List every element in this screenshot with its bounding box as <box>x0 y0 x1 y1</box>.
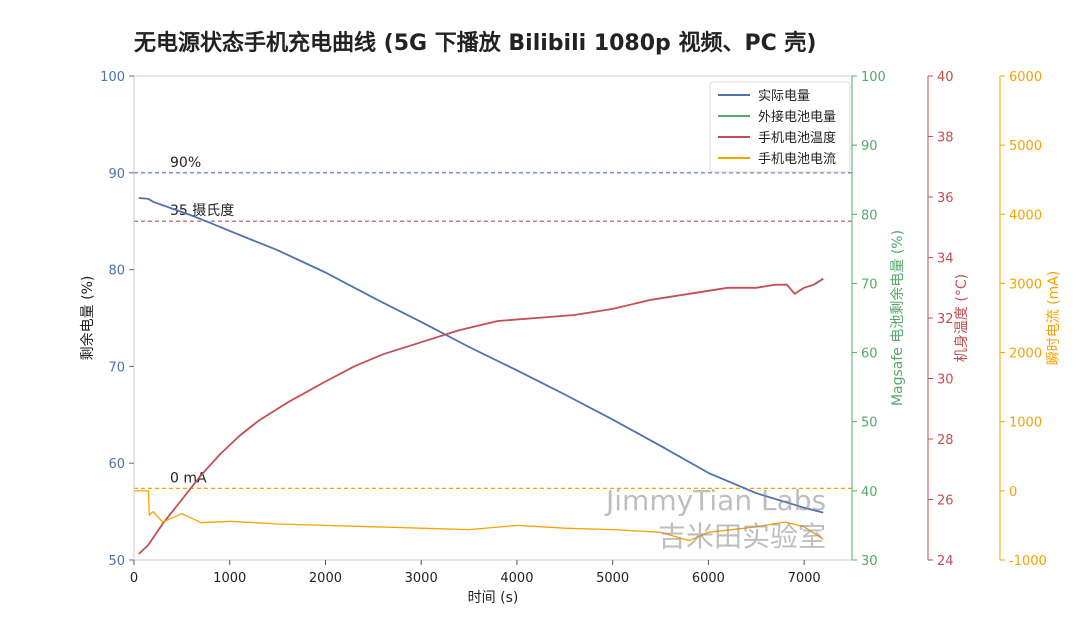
series-line-0 <box>138 197 824 514</box>
watermark: JimmyTian Labs 吉米田实验室 <box>604 484 826 553</box>
reference-label-1: 35 摄氏度 <box>170 203 234 219</box>
temp-axis-label: 机身温度 (°C) <box>954 274 970 362</box>
current-tick-label-6: 5000 <box>1009 139 1042 154</box>
current-tick-label-0: -1000 <box>1009 554 1047 569</box>
temp-tick-label-3: 30 <box>937 373 954 388</box>
x-tick-label-0: 0 <box>130 571 138 586</box>
legend-label-1: 外接电池电量 <box>758 109 836 125</box>
magsafe-tick-label-2: 50 <box>861 416 878 431</box>
battery-tick-label-3: 80 <box>108 264 125 279</box>
legend-label-3: 手机电池电流 <box>758 152 836 167</box>
x-tick-label-2: 2000 <box>309 571 342 586</box>
battery-tick-label-4: 90 <box>108 167 125 182</box>
temp-tick-label-6: 36 <box>937 191 954 206</box>
x-tick-label-4: 4000 <box>500 571 533 586</box>
legend-label-0: 实际电量 <box>758 89 810 104</box>
battery-axis-label: 剩余电量 (%) <box>79 276 96 361</box>
temp-tick-label-4: 32 <box>937 312 954 327</box>
reference-label-2: 0 mA <box>170 470 207 486</box>
current-tick-label-3: 2000 <box>1009 347 1042 362</box>
magsafe-tick-label-0: 30 <box>861 554 878 569</box>
temp-tick-label-2: 28 <box>937 433 954 448</box>
series-group <box>134 197 824 555</box>
magsafe-axis-label: Magsafe 电池剩余电量 (%) <box>889 230 906 406</box>
battery-tick-label-5: 100 <box>100 70 125 85</box>
watermark-en: JimmyTian Labs <box>604 484 826 517</box>
temp-tick-label-1: 26 <box>937 494 954 509</box>
x-tick-label-7: 7000 <box>788 571 821 586</box>
battery-tick-label-0: 50 <box>108 554 125 569</box>
magsafe-tick-label-7: 100 <box>861 70 886 85</box>
series-line-2 <box>138 277 824 555</box>
temp-tick-label-0: 24 <box>937 554 954 569</box>
magsafe-tick-label-4: 70 <box>861 277 878 292</box>
x-tick-label-1: 1000 <box>213 571 246 586</box>
current-tick-label-4: 3000 <box>1009 277 1042 292</box>
current-axis-label: 瞬时电流 (mA) <box>1046 271 1062 366</box>
current-tick-label-1: 0 <box>1009 485 1017 500</box>
current-tick-label-5: 4000 <box>1009 208 1042 223</box>
chart-title: 无电源状态手机充电曲线 (5G 下播放 Bilibili 1080p 视频、PC… <box>134 30 816 56</box>
series-line-3 <box>134 490 824 542</box>
battery-tick-label-1: 60 <box>108 457 125 472</box>
x-tick-label-5: 5000 <box>596 571 629 586</box>
legend-box <box>709 81 851 173</box>
temp-tick-label-5: 34 <box>937 252 954 267</box>
magsafe-tick-label-5: 80 <box>861 208 878 223</box>
temp-tick-label-7: 38 <box>937 131 954 146</box>
magsafe-tick-label-3: 60 <box>861 347 878 362</box>
temp-tick-label-8: 40 <box>937 70 954 85</box>
battery-tick-label-2: 70 <box>108 360 125 375</box>
x-axis-label: 时间 (s) <box>468 590 519 606</box>
reference-lines: 90% 35 摄氏度 0 mA <box>134 155 852 489</box>
current-tick-label-2: 1000 <box>1009 416 1042 431</box>
legend-label-2: 手机电池温度 <box>758 130 836 146</box>
current-tick-label-7: 6000 <box>1009 70 1042 85</box>
magsafe-tick-label-6: 90 <box>861 139 878 154</box>
legend: 实际电量 外接电池电量 手机电池温度 手机电池电流 <box>709 81 851 173</box>
x-tick-label-3: 3000 <box>405 571 438 586</box>
watermark-zh: 吉米田实验室 <box>658 520 826 553</box>
reference-label-0: 90% <box>170 155 201 171</box>
magsafe-tick-label-1: 40 <box>861 485 878 500</box>
x-tick-label-6: 6000 <box>692 571 725 586</box>
axes-group: 0 1000 2000 3000 4000 5000 6000 700050607080901… <box>79 70 1062 586</box>
